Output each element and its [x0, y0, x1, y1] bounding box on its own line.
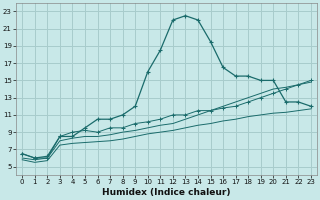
X-axis label: Humidex (Indice chaleur): Humidex (Indice chaleur) — [102, 188, 231, 197]
